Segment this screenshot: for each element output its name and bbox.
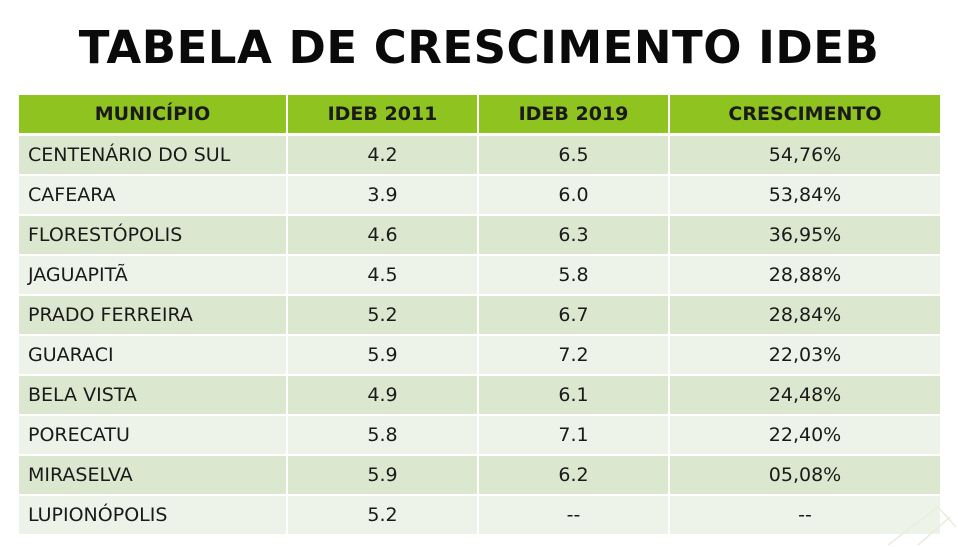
table-row: LUPIONÓPOLIS 5.2 -- -- xyxy=(19,495,940,536)
table-row: GUARACI 5.9 7.2 22,03% xyxy=(19,335,940,376)
cell-municipio: CAFEARA xyxy=(19,175,288,216)
cell-municipio: MIRASELVA xyxy=(19,455,288,496)
cell-ideb-2011: 4.6 xyxy=(287,215,479,256)
cell-ideb-2019: 6.3 xyxy=(478,215,670,256)
table-row: PRADO FERREIRA 5.2 6.7 28,84% xyxy=(19,295,940,336)
cell-municipio: CENTENÁRIO DO SUL xyxy=(19,134,288,176)
cell-crescimento: 22,03% xyxy=(669,335,940,376)
cell-municipio: LUPIONÓPOLIS xyxy=(19,495,288,536)
cell-ideb-2011: 4.9 xyxy=(287,375,479,416)
ideb-table: MUNICÍPIO IDEB 2011 IDEB 2019 CRESCIMENT… xyxy=(19,95,940,536)
corner-decoration xyxy=(887,505,957,546)
cell-municipio: JAGUAPITÃ xyxy=(19,255,288,296)
table-row: MIRASELVA 5.9 6.2 05,08% xyxy=(19,455,940,496)
cell-ideb-2011: 5.9 xyxy=(287,455,479,496)
cell-ideb-2011: 3.9 xyxy=(287,175,479,216)
cell-ideb-2011: 5.9 xyxy=(287,335,479,376)
cell-ideb-2019: 7.1 xyxy=(478,415,670,456)
column-header-municipio: MUNICÍPIO xyxy=(19,95,288,136)
column-header-crescimento: CRESCIMENTO xyxy=(669,95,940,136)
cell-crescimento: 54,76% xyxy=(669,134,940,176)
cell-crescimento: 36,95% xyxy=(669,215,940,256)
cell-ideb-2019: 6.2 xyxy=(478,455,670,496)
cell-ideb-2019: 6.0 xyxy=(478,175,670,216)
cell-municipio: BELA VISTA xyxy=(19,375,288,416)
cell-crescimento: 28,84% xyxy=(669,295,940,336)
cell-crescimento: 05,08% xyxy=(669,455,940,496)
cell-ideb-2011: 4.5 xyxy=(287,255,479,296)
table-row: CAFEARA 3.9 6.0 53,84% xyxy=(19,175,940,216)
table-row: CENTENÁRIO DO SUL 4.2 6.5 54,76% xyxy=(19,134,940,176)
cell-ideb-2019: 6.1 xyxy=(478,375,670,416)
table-header-row: MUNICÍPIO IDEB 2011 IDEB 2019 CRESCIMENT… xyxy=(19,95,940,136)
cell-crescimento: 53,84% xyxy=(669,175,940,216)
cell-ideb-2011: 5.2 xyxy=(287,295,479,336)
cell-crescimento: 28,88% xyxy=(669,255,940,296)
cell-crescimento: 22,40% xyxy=(669,415,940,456)
cell-ideb-2019: 5.8 xyxy=(478,255,670,296)
page-title: TABELA DE CRESCIMENTO IDEB xyxy=(78,21,880,74)
cell-municipio: PORECATU xyxy=(19,415,288,456)
column-header-ideb-2011: IDEB 2011 xyxy=(287,95,479,136)
table-row: FLORESTÓPOLIS 4.6 6.3 36,95% xyxy=(19,215,940,256)
table-row: PORECATU 5.8 7.1 22,40% xyxy=(19,415,940,456)
cell-municipio: GUARACI xyxy=(19,335,288,376)
cell-crescimento: 24,48% xyxy=(669,375,940,416)
cell-ideb-2019: 6.5 xyxy=(478,134,670,176)
cell-ideb-2019: 7.2 xyxy=(478,335,670,376)
cell-ideb-2019: -- xyxy=(478,495,670,536)
cell-ideb-2011: 4.2 xyxy=(287,134,479,176)
column-header-ideb-2019: IDEB 2019 xyxy=(478,95,670,136)
cell-municipio: PRADO FERREIRA xyxy=(19,295,288,336)
cell-municipio: FLORESTÓPOLIS xyxy=(19,215,288,256)
table-row: BELA VISTA 4.9 6.1 24,48% xyxy=(19,375,940,416)
cell-ideb-2011: 5.8 xyxy=(287,415,479,456)
table-row: JAGUAPITÃ 4.5 5.8 28,88% xyxy=(19,255,940,296)
cell-ideb-2011: 5.2 xyxy=(287,495,479,536)
cell-crescimento: -- xyxy=(669,495,940,536)
cell-ideb-2019: 6.7 xyxy=(478,295,670,336)
